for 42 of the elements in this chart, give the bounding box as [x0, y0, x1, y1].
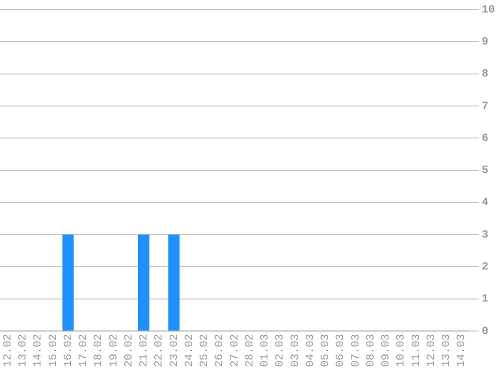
x-tick-label: 20.02 [123, 334, 136, 368]
x-tick-label: 03.03 [290, 334, 302, 368]
x-tick-label: 06.03 [335, 334, 348, 368]
y-tick-label: 8 [482, 68, 489, 81]
y-tick-label: 7 [482, 100, 488, 113]
x-tick-label: 01.03 [260, 334, 272, 368]
x-tick-label: 08.03 [365, 334, 378, 368]
y-tick-label: 3 [482, 229, 489, 242]
x-tick-label: 27.02 [229, 334, 242, 368]
x-tick-label: 09.03 [380, 334, 393, 368]
x-tick-label: 19.02 [108, 334, 120, 368]
x-tick-label: 22.02 [154, 334, 166, 368]
x-tick-label: 17.02 [78, 334, 90, 368]
x-tick-label: 12.02 [2, 334, 14, 368]
x-tick-label: 04.03 [304, 334, 317, 368]
x-tick-label: 11.03 [410, 334, 423, 368]
x-tick-label: 16.02 [62, 334, 75, 368]
x-tick-label: 10.03 [396, 334, 408, 368]
x-tick-label: 18.02 [93, 334, 106, 368]
y-tick-label: 9 [482, 36, 488, 49]
x-tick-label: 13.03 [441, 334, 454, 368]
x-tick-label: 05.03 [320, 334, 332, 368]
x-tick-label: 28.02 [244, 334, 256, 368]
x-tick-label: 12.03 [426, 334, 438, 368]
x-tick-label: 14.02 [32, 334, 45, 368]
y-tick-label: 1 [482, 294, 489, 306]
y-tick-label: 4 [482, 197, 489, 210]
x-tick-label: 02.03 [274, 334, 287, 368]
x-tick-label: 15.02 [48, 334, 60, 368]
x-tick-label: 21.02 [138, 334, 151, 368]
y-tick-label: 6 [482, 132, 488, 145]
x-tick-label: 23.02 [168, 334, 181, 368]
x-tick-label: 07.03 [350, 334, 362, 368]
x-tick-label: 14.03 [456, 334, 468, 368]
x-tick-label: 13.02 [18, 334, 30, 368]
x-tick-label: 24.02 [184, 334, 196, 368]
y-tick-label: 5 [482, 165, 489, 178]
x-tick-label: 25.02 [199, 334, 212, 368]
y-tick-label: 10 [482, 4, 495, 16]
x-tick-label: 26.02 [214, 334, 226, 368]
y-tick-label: 2 [482, 261, 488, 274]
y-tick-label: 0 [482, 326, 488, 338]
